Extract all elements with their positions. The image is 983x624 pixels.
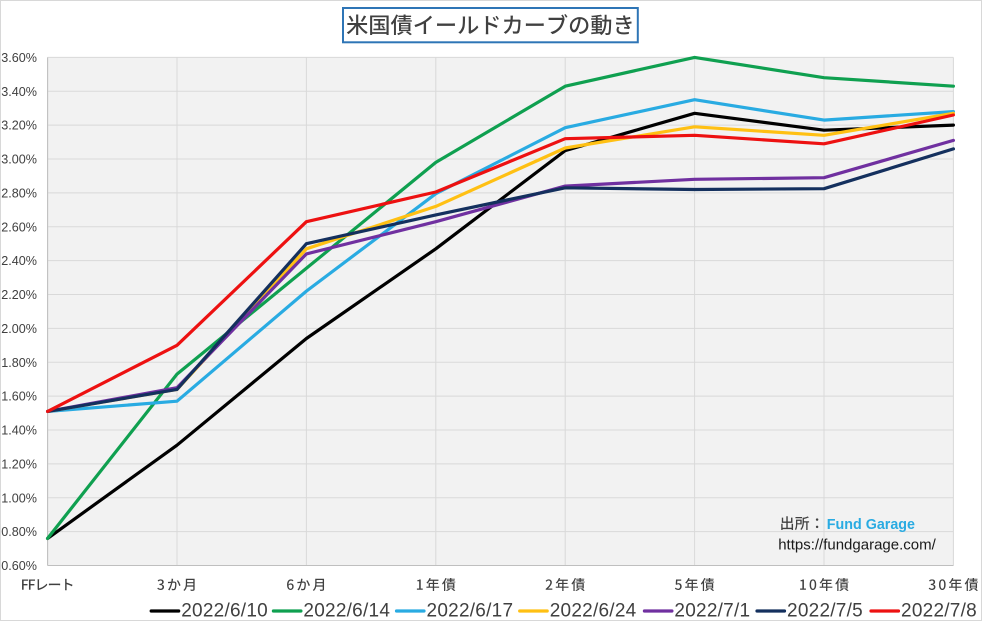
svg-text:3.20%: 3.20%: [1, 119, 37, 133]
svg-text:2022/7/5: 2022/7/5: [787, 601, 863, 622]
svg-text:3.60%: 3.60%: [1, 51, 37, 65]
svg-text:3.40%: 3.40%: [1, 85, 37, 99]
svg-text:0.80%: 0.80%: [1, 525, 37, 539]
svg-text:1.60%: 1.60%: [1, 390, 37, 404]
svg-text:2022/6/14: 2022/6/14: [303, 601, 390, 622]
svg-text:0.60%: 0.60%: [1, 559, 37, 573]
svg-text:2022/6/17: 2022/6/17: [427, 601, 514, 622]
svg-text:Fund Garage: Fund Garage: [827, 517, 915, 533]
svg-text:2.40%: 2.40%: [1, 254, 37, 268]
svg-text:2.00%: 2.00%: [1, 322, 37, 336]
svg-text:https://fundgarage.com/: https://fundgarage.com/: [778, 537, 936, 554]
svg-text:2022/7/1: 2022/7/1: [674, 601, 750, 622]
svg-text:1.80%: 1.80%: [1, 356, 37, 370]
svg-text:1.20%: 1.20%: [1, 458, 37, 472]
svg-text:2022/6/24: 2022/6/24: [550, 601, 637, 622]
svg-text:2.20%: 2.20%: [1, 288, 37, 302]
svg-text:2.60%: 2.60%: [1, 220, 37, 234]
svg-text:1.00%: 1.00%: [1, 491, 37, 505]
svg-text:2022/6/10: 2022/6/10: [181, 601, 268, 622]
svg-text:3.00%: 3.00%: [1, 153, 37, 167]
svg-text:2022/7/8: 2022/7/8: [901, 601, 977, 622]
svg-text:1.40%: 1.40%: [1, 424, 37, 438]
svg-text:2.80%: 2.80%: [1, 187, 37, 201]
